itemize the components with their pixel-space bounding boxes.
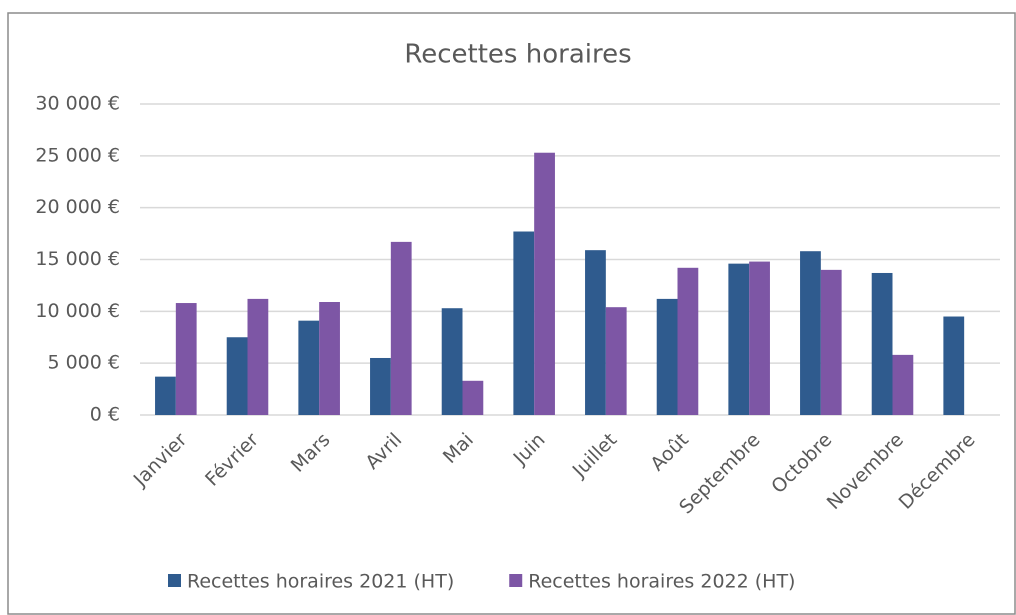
bar [656,298,678,415]
bar [441,308,463,415]
y-tick-label: 20 000 € [35,196,120,218]
bar [370,357,391,415]
y-tick-label: 30 000 € [35,93,120,115]
bar [298,320,320,415]
y-tick-label: 5 000 € [47,352,120,374]
y-tick-label: 15 000 € [35,248,120,270]
y-tick-label: 10 000 € [35,300,120,322]
bar [534,152,555,415]
bar [226,337,248,415]
bar [462,380,484,415]
bar [247,298,269,415]
y-tick-label: 25 000 € [35,144,120,166]
bar [175,303,197,415]
bar [390,241,412,415]
bar [871,272,893,415]
bar [892,354,914,415]
bar [677,267,699,415]
bar [728,263,750,415]
bar [585,250,606,415]
chart-frame [7,12,1016,615]
bar [820,269,842,415]
legend-label: Recettes horaires 2022 (HT) [528,571,795,593]
legend-label: Recettes horaires 2021 (HT) [187,571,454,593]
bar [319,302,340,415]
legend-swatch [509,574,523,587]
bar [800,251,821,415]
bar [155,376,176,415]
chart-title: Recettes horaires [404,40,631,70]
bar [749,261,770,415]
y-tick-label: 0 € [90,404,120,426]
bar [943,316,965,415]
bar [605,307,627,415]
bar [513,231,535,415]
legend-swatch [168,574,181,587]
